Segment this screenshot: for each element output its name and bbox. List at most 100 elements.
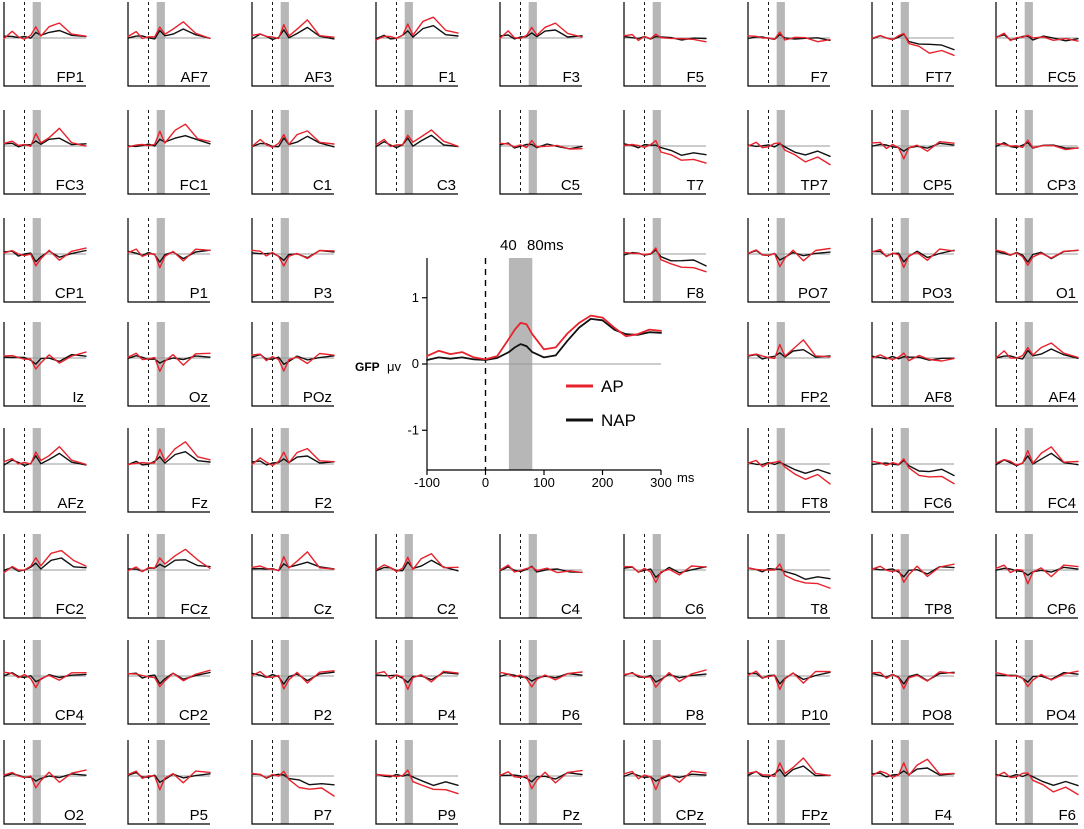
- channel-label: Oz: [189, 389, 208, 406]
- trace-ap: [127, 770, 211, 791]
- highlight-window: [528, 2, 537, 86]
- channel-panel-o2: O2: [3, 740, 87, 825]
- panel-axes: [871, 740, 954, 825]
- trace-ap: [251, 249, 335, 267]
- trace-ap: [375, 553, 459, 573]
- channel-label: F6: [1058, 807, 1076, 824]
- trace-ap: [375, 16, 459, 41]
- trace-ap: [375, 769, 459, 795]
- channel-panel-p2: P2: [251, 640, 335, 725]
- panel-axes: [251, 322, 334, 407]
- highlight-window: [776, 2, 785, 86]
- trace-ap: [251, 130, 335, 148]
- channel-panel-cp2: CP2: [127, 640, 211, 725]
- highlight-window: [776, 322, 785, 406]
- trace-nap: [3, 672, 87, 683]
- channel-label: C3: [437, 177, 456, 194]
- channel-panel-af3: AF3: [251, 2, 335, 87]
- channel-label: P5: [190, 807, 208, 824]
- panel-axes: [251, 640, 334, 725]
- trace-ap: [127, 248, 211, 269]
- trace-ap: [747, 339, 831, 360]
- trace-ap: [3, 671, 87, 689]
- trace-ap: [251, 770, 335, 797]
- trace-ap: [251, 551, 335, 572]
- channel-label: FC2: [56, 601, 84, 618]
- panel-axes: [3, 110, 86, 195]
- panel-axes: [3, 428, 86, 513]
- highlight-window: [652, 110, 661, 194]
- panel-axes: [127, 322, 210, 407]
- channel-panel-f8: F8: [623, 218, 707, 303]
- channel-panel-pz: Pz: [499, 740, 583, 825]
- trace-nap: [871, 671, 955, 685]
- panel-axes: [127, 218, 210, 303]
- highlight-window: [156, 428, 165, 512]
- panel-axes: [747, 322, 830, 407]
- trace-nap: [127, 249, 211, 263]
- channel-panel-c3: C3: [375, 110, 459, 195]
- panel-axes: [995, 322, 1078, 407]
- channel-label: TP8: [924, 601, 952, 618]
- trace-ap: [127, 352, 211, 372]
- panel-axes: [995, 110, 1078, 195]
- panel-axes: [127, 428, 210, 513]
- channel-label: F4: [934, 807, 952, 824]
- channel-label: CP5: [923, 177, 952, 194]
- trace-nap: [499, 772, 583, 783]
- channel-label: FC5: [1048, 69, 1076, 86]
- channel-panel-ft7: FT7: [871, 2, 955, 87]
- highlight-window: [1024, 740, 1033, 824]
- legend-label-ap: AP: [601, 377, 624, 396]
- highlight-window: [1024, 2, 1033, 86]
- gfp-series-ap: [426, 314, 662, 361]
- channel-panel-afz: AFz: [3, 428, 87, 513]
- trace-ap: [499, 769, 583, 790]
- channel-panel-p9: P9: [375, 740, 459, 825]
- trace-ap: [871, 141, 955, 160]
- trace-ap: [995, 771, 1079, 796]
- trace-nap: [871, 142, 955, 152]
- panel-axes: [251, 218, 334, 303]
- highlight-window: [652, 740, 661, 824]
- channel-label: C6: [685, 601, 704, 618]
- trace-nap: [623, 772, 707, 782]
- highlight-window: [156, 110, 165, 194]
- channel-panel-t8: T8: [747, 534, 831, 619]
- highlight-window: [776, 110, 785, 194]
- highlight-window: [528, 640, 537, 724]
- channel-panel-tp8: TP8: [871, 534, 955, 619]
- panel-axes: [995, 428, 1078, 513]
- panel-axes: [499, 2, 582, 87]
- trace-nap: [3, 137, 87, 148]
- highlight-window: [528, 534, 537, 618]
- highlight-window: [776, 740, 785, 824]
- trace-nap: [3, 29, 87, 39]
- highlight-window: [528, 740, 537, 824]
- trace-nap: [375, 25, 459, 40]
- channel-label: FPz: [801, 807, 828, 824]
- channel-label: FC6: [924, 495, 952, 512]
- panel-axes: [3, 640, 86, 725]
- channel-label: FCz: [181, 601, 209, 618]
- panel-axes: [995, 740, 1078, 825]
- highlight-window: [32, 110, 41, 194]
- trace-ap: [871, 458, 955, 485]
- trace-ap: [995, 564, 1079, 585]
- trace-nap: [127, 135, 211, 148]
- channel-panel-af7: AF7: [127, 2, 211, 87]
- highlight-window: [280, 428, 289, 512]
- panel-axes: [375, 110, 458, 195]
- panel-axes: [127, 534, 210, 619]
- channel-panel-p5: P5: [127, 740, 211, 825]
- channel-panel-o1: O1: [995, 218, 1079, 303]
- channel-panel-c2: C2: [375, 534, 459, 619]
- channel-label: P2: [314, 707, 332, 724]
- trace-ap: [499, 671, 583, 688]
- channel-panel-p1: P1: [127, 218, 211, 303]
- panel-axes: [127, 740, 210, 825]
- trace-ap: [747, 247, 831, 268]
- trace-nap: [747, 249, 831, 261]
- channel-panel-fcz: FCz: [127, 534, 211, 619]
- highlight-window: [156, 534, 165, 618]
